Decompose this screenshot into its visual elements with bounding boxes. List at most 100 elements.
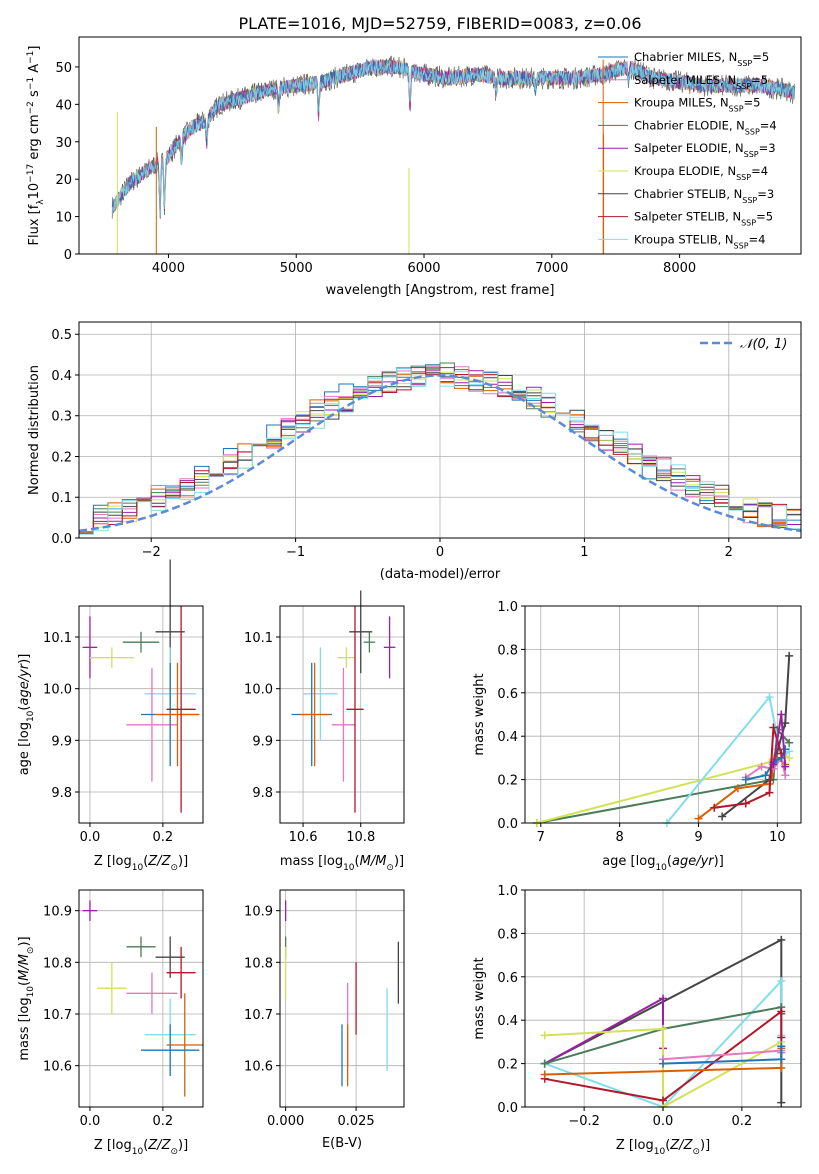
age_vs_Z-ylabel: age [log10(age/yr)]	[17, 654, 36, 776]
mass_vs_ebv-panel: 0.000 0.025 10.6 10.7 10.8 10.9 E(B-V)	[244, 889, 405, 1151]
weight_vs_Z-xtick-label: 0.0	[653, 1114, 674, 1129]
weight_vs_age-ytick-label: 0.0	[497, 817, 518, 832]
mass_vs_ebv-xtick-label: 0.000	[267, 1114, 304, 1129]
weight_vs_Z-ytick-label: 1.0	[497, 884, 518, 899]
residuals-ytick-label: 0.0	[51, 532, 72, 547]
residuals-ytick-label: 0.4	[51, 369, 72, 384]
age_vs_Z-xlabel: Z [log10(Z/Z⊙)]	[94, 854, 188, 873]
age_vs_mass-xlabel: mass [log10(M/M⊙)]	[280, 854, 404, 873]
weight_vs_age-ytick-label: 0.8	[497, 643, 518, 658]
weight-marker-salpeter_elodie	[777, 710, 786, 719]
weight-marker-salpeter_stelib	[777, 1033, 786, 1042]
age_vs_Z-xtick-label: 0.2	[153, 830, 174, 845]
weight-marker-chabrier_miles	[741, 775, 750, 784]
weight_vs_age-ytick-label: 0.2	[497, 774, 518, 789]
mass_vs_Z-xlabel: Z [log10(Z/Z⊙)]	[94, 1138, 188, 1157]
weight-marker-salpeter_stelib	[741, 799, 750, 808]
age_vs_mass-ytick-label: 10.1	[244, 631, 273, 646]
mass_vs_Z-xtick-label: 0.0	[80, 1114, 101, 1129]
spectrum-xtick-label: 4000	[152, 261, 185, 276]
residuals-panel: −2 −1 0 1 2 0.0 0.1 0.2 0.3 0.4 0.5 (data-model)/er…	[27, 321, 802, 582]
weight_vs_age-panel: 7 8 9 10 0.0 0.2 0.4 0.6 0.8 1.0 age [log10(age/yr…	[472, 600, 802, 873]
mass_vs_Z-ytick-label: 10.6	[43, 1060, 72, 1075]
weight-marker-chabrier_miles	[777, 1042, 786, 1051]
weight-marker-kroupa_miles	[733, 784, 742, 793]
age_vs_mass-ytick-label: 9.9	[252, 734, 273, 749]
spectrum-ytick-label: 30	[55, 136, 72, 151]
weight-marker-kroupa_stelib	[777, 977, 786, 986]
spectrum-xtick-label: 6000	[407, 261, 440, 276]
weight_vs_Z-ytick-label: 0.8	[497, 927, 518, 942]
weight-marker-chabrier_miles	[659, 1059, 667, 1068]
age_vs_Z-ytick-label: 10.1	[43, 631, 72, 646]
residuals-xlabel: (data-model)/error	[380, 567, 501, 582]
age_vs_Z-xtick-label: 0.0	[80, 830, 101, 845]
normal-legend-label: 𝒩(0, 1)	[740, 337, 787, 352]
residuals-xtick-label: −1	[286, 545, 305, 560]
age_vs_Z-ytick-label: 10.0	[43, 683, 72, 698]
age_vs_Z-ytick-label: 9.8	[51, 786, 72, 801]
legend-label-chabrier_miles: Chabrier MILES, NSSP=5	[634, 50, 769, 68]
mass_vs_ebv-ytick-label: 10.7	[244, 1008, 273, 1023]
normal-curve	[78, 374, 802, 533]
mass_vs_ebv-xtick-label: 0.025	[337, 1114, 374, 1129]
weight_vs_age-ytick-label: 0.4	[497, 730, 518, 745]
weight-marker-kroupa_miles	[694, 814, 703, 823]
weight_vs_Z-ytick-label: 0.4	[497, 1014, 518, 1029]
residuals-ytick-label: 0.1	[51, 491, 72, 506]
residuals-xtick-label: 0	[436, 545, 444, 560]
weight-line-salpeter_stelib	[544, 1009, 783, 1102]
weight-line-salpeter_elodie	[544, 996, 664, 1065]
mass_vs_Z-frame	[78, 889, 204, 1108]
weight-marker-chabrier_elodie	[785, 738, 794, 747]
mass_vs_ebv-xlabel: E(B-V)	[322, 1136, 362, 1151]
weight_vs_age-xtick-label: 9	[694, 830, 702, 845]
weight_vs_Z-panel: −0.2 0.0 0.2 0.0 0.2 0.4 0.6 0.8 1.0 Z [log10(Z/Z…	[472, 884, 802, 1157]
weight_vs_Z-ytick-label: 0.2	[497, 1058, 518, 1073]
mass_vs_Z-ytick-label: 10.7	[43, 1008, 72, 1023]
spectrum-ytick-label: 20	[55, 173, 72, 188]
age_vs_mass-ytick-label: 10.0	[244, 683, 273, 698]
weight_vs_age-frame	[524, 605, 802, 824]
mass_vs_Z-ylabel: mass [log10(M/M⊙)]	[17, 936, 36, 1060]
spectrum-xtick-label: 5000	[280, 261, 313, 276]
spectrum-xlabel: wavelength [Angstrom, rest frame]	[326, 283, 555, 298]
legend-label-salpeter_elodie: Salpeter ELODIE, NSSP=3	[634, 141, 776, 159]
spectrum-panel: 4000 5000 6000 7000 8000 0 10 20 30 40 50 wavelengt…	[26, 36, 802, 298]
residuals-ylabel: Normed distribution	[27, 365, 42, 495]
weight-marker-chabrier_stelib	[718, 812, 727, 821]
age_vs_mass-panel: 10.6 10.8 9.8 9.9 10.0 10.1 mass [log10(M/M⊙)]	[244, 590, 405, 873]
weight-marker-salpeter_elodie	[769, 760, 778, 769]
weight-marker-salpeter_stelib	[777, 1007, 786, 1016]
weight-marker-chabrier_stelib	[785, 651, 794, 660]
age_vs_mass-xtick-label: 10.6	[289, 830, 318, 845]
residuals-ytick-label: 0.5	[51, 328, 72, 343]
residuals-xtick-label: 2	[725, 545, 733, 560]
spectrum-line-kroupa_stelib	[111, 59, 795, 217]
weight-marker-kroupa_miles	[540, 1070, 549, 1079]
residuals-xtick-label: −2	[142, 545, 161, 560]
weight_vs_age-xtick-label: 10	[769, 830, 786, 845]
figure-title: PLATE=1016, MJD=52759, FIBERID=0083, z=0…	[238, 14, 641, 33]
residuals-xtick-label: 1	[580, 545, 588, 560]
weight-marker-kroupa_miles	[777, 1063, 786, 1072]
age_vs_Z-ytick-label: 9.9	[51, 734, 72, 749]
weight-marker-salpeter_elodie	[659, 994, 667, 1003]
weight-marker-salpeter_stelib	[659, 1096, 667, 1105]
weight-marker-chabrier_miles	[777, 1055, 786, 1064]
weight-marker-kroupa_elodie	[659, 1024, 667, 1033]
residuals-ytick-label: 0.3	[51, 410, 72, 425]
age_vs_Z-panel: 0.0 0.2 9.8 9.9 10.0 10.1 Z [log10(Z/Z⊙)] age […	[17, 559, 204, 873]
weight_vs_age-ylabel: mass weight	[472, 673, 487, 755]
weight_vs_Z-xtick-label: 0.2	[732, 1114, 753, 1129]
spectrum-frame	[78, 36, 802, 255]
legend-label-salpeter_stelib: Salpeter STELIB, NSSP=5	[634, 210, 773, 228]
spectrum-ytick-label: 50	[55, 61, 72, 76]
legend-label-kroupa_stelib: Kroupa STELIB, NSSP=4	[634, 232, 765, 250]
residuals-ytick-label: 0.2	[51, 450, 72, 465]
mass_vs_Z-ytick-label: 10.8	[43, 956, 72, 971]
weight-marker-salpeter_miles	[757, 762, 766, 771]
weight_vs_Z-ytick-label: 0.6	[497, 971, 518, 986]
weight_vs_age-ytick-label: 1.0	[497, 600, 518, 615]
